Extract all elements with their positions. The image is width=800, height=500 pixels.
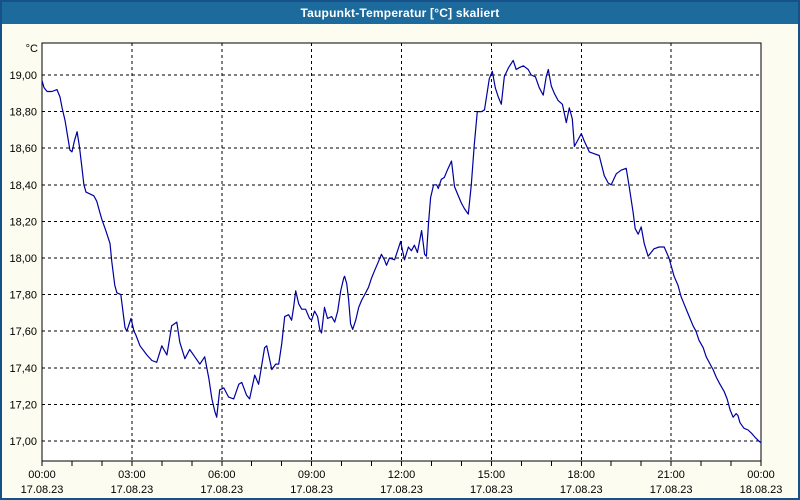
x-tick-label-date: 18.08.23 <box>740 484 783 496</box>
y-tick-label: 19,00 <box>9 70 37 82</box>
y-tick-label: 18,60 <box>9 143 37 155</box>
x-tick-label-date: 17.08.23 <box>650 484 693 496</box>
x-tick-label-time: 15:00 <box>478 469 506 481</box>
temperature-line <box>41 59 762 444</box>
x-tick-label-time: 12:00 <box>388 469 416 481</box>
y-axis-unit-label: °C <box>26 43 38 55</box>
x-tick-label-date: 17.08.23 <box>200 484 243 496</box>
x-tick-label-time: 03:00 <box>118 469 146 481</box>
y-tick-label: 17,60 <box>9 326 37 338</box>
x-tick-label-time: 09:00 <box>298 469 326 481</box>
y-tick-label: 17,40 <box>9 363 37 375</box>
y-tick-label: 18,00 <box>9 253 37 265</box>
y-tick-label: 17,00 <box>9 436 37 448</box>
title-bar: Taupunkt-Temperatur [°C] skaliert <box>2 2 798 24</box>
y-tick-label: 17,20 <box>9 399 37 411</box>
x-tick-label-date: 17.08.23 <box>21 484 64 496</box>
x-tick-label-time: 21:00 <box>657 469 685 481</box>
x-tick-label-time: 00:00 <box>28 469 56 481</box>
y-tick-label: 18,80 <box>9 107 37 119</box>
x-tick-label-date: 17.08.23 <box>470 484 513 496</box>
y-tick-label: 18,40 <box>9 180 37 192</box>
y-tick-label: 18,20 <box>9 216 37 228</box>
y-tick-label: 17,80 <box>9 290 37 302</box>
x-tick-label-time: 18:00 <box>567 469 595 481</box>
x-tick-label-date: 17.08.23 <box>290 484 333 496</box>
x-tick-label-time: 00:00 <box>747 469 775 481</box>
x-tick-label-date: 17.08.23 <box>380 484 423 496</box>
x-tick-label-date: 17.08.23 <box>560 484 603 496</box>
x-tick-label-date: 17.08.23 <box>110 484 153 496</box>
x-tick-label-time: 06:00 <box>208 469 236 481</box>
chart-title: Taupunkt-Temperatur [°C] skaliert <box>300 6 500 20</box>
